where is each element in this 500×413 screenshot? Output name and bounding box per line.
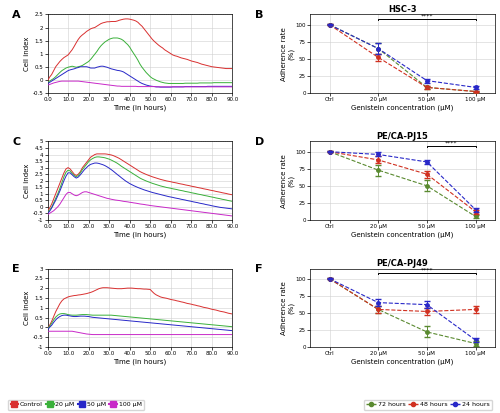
X-axis label: Time (in hours): Time (in hours) <box>114 232 166 238</box>
Y-axis label: Cell index: Cell index <box>24 36 30 71</box>
Title: PE/CA-PJ49: PE/CA-PJ49 <box>376 259 428 268</box>
Legend: Control, 20 μM, 50 μM, 100 μM: Control, 20 μM, 50 μM, 100 μM <box>8 399 144 410</box>
Y-axis label: Cell index: Cell index <box>24 290 30 325</box>
Y-axis label: Cell index: Cell index <box>24 164 30 198</box>
X-axis label: Time (in hours): Time (in hours) <box>114 359 166 366</box>
X-axis label: Genistein concentration (μM): Genistein concentration (μM) <box>352 105 454 112</box>
Text: ****: **** <box>445 140 458 145</box>
Title: PE/CA-PJ15: PE/CA-PJ15 <box>376 132 428 141</box>
Title: HSC-3: HSC-3 <box>388 5 417 14</box>
X-axis label: Time (in hours): Time (in hours) <box>114 105 166 112</box>
Text: D: D <box>254 137 264 147</box>
Y-axis label: Adherence rate
(%): Adherence rate (%) <box>280 27 294 81</box>
Y-axis label: Adherence rate
(%): Adherence rate (%) <box>280 154 294 208</box>
Text: A: A <box>12 10 21 20</box>
Text: C: C <box>12 137 20 147</box>
Text: E: E <box>12 264 20 274</box>
Text: F: F <box>254 264 262 274</box>
Text: B: B <box>254 10 263 20</box>
X-axis label: Genistein concentration (μM): Genistein concentration (μM) <box>352 359 454 366</box>
X-axis label: Genistein concentration (μM): Genistein concentration (μM) <box>352 232 454 238</box>
Text: ****: **** <box>420 13 433 18</box>
Y-axis label: Adherence rate
(%): Adherence rate (%) <box>280 281 294 335</box>
Legend: 72 hours, 48 hours, 24 hours: 72 hours, 48 hours, 24 hours <box>364 399 492 410</box>
Text: ****: **** <box>420 267 433 272</box>
